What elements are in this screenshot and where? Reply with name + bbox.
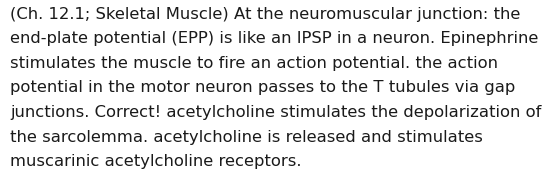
Text: stimulates the muscle to fire an action potential. the action: stimulates the muscle to fire an action … [10, 56, 498, 71]
Text: the sarcolemma. acetylcholine is released and stimulates: the sarcolemma. acetylcholine is release… [10, 130, 483, 145]
Text: (Ch. 12.1; Skeletal Muscle) At the neuromuscular junction: the: (Ch. 12.1; Skeletal Muscle) At the neuro… [10, 7, 521, 22]
Text: junctions. Correct! acetylcholine stimulates the depolarization of: junctions. Correct! acetylcholine stimul… [10, 105, 541, 120]
Text: muscarinic acetylcholine receptors.: muscarinic acetylcholine receptors. [10, 154, 301, 169]
Text: end-plate potential (EPP) is like an IPSP in a neuron. Epinephrine: end-plate potential (EPP) is like an IPS… [10, 31, 538, 46]
Text: potential in the motor neuron passes to the T tubules via gap: potential in the motor neuron passes to … [10, 80, 515, 96]
